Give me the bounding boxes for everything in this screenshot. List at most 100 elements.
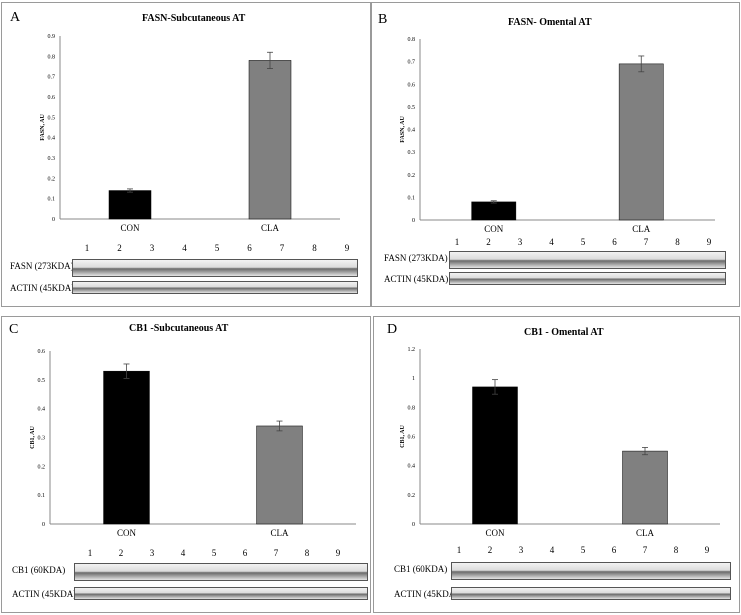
lane-number: 9	[704, 545, 710, 555]
y-axis-label: FASN, AU	[400, 116, 406, 143]
y-tick-label: 0.4	[38, 407, 46, 413]
lane-number: 9	[335, 548, 341, 558]
lane-number: 6	[242, 548, 248, 558]
category-label: CON	[120, 223, 140, 233]
blot-strip	[74, 563, 368, 581]
lane-number: 7	[279, 243, 285, 253]
blot-strip	[451, 587, 731, 600]
lane-number: 1	[84, 243, 90, 253]
y-tick-label: 0.5	[408, 105, 416, 111]
blot-row-label: FASN (273KDA)	[10, 261, 74, 271]
y-tick-label: 0.2	[408, 493, 416, 499]
blot-row-label: ACTIN (45KDA)	[384, 274, 449, 284]
lane-number: 4	[180, 548, 186, 558]
y-tick-label: 0	[52, 217, 55, 223]
lane-number: 8	[304, 548, 310, 558]
bar-chart: CB1, AU 0 0.2 0.4 0.6 0.8 1 1.2 CON CLA	[400, 347, 720, 538]
lane-number: 4	[549, 237, 554, 247]
y-tick-label: 0.8	[408, 37, 416, 43]
bar	[248, 60, 292, 220]
y-axis-label: CB1, AU	[400, 424, 406, 447]
bar	[618, 63, 664, 221]
y-tick-label: 0	[412, 218, 415, 224]
lane-number: 8	[312, 243, 317, 253]
chart-title: FASN-Subcutaneous AT	[142, 13, 246, 24]
blot-row-label: CB1 (60KDA)	[394, 564, 448, 574]
lane-number: 6	[611, 545, 617, 555]
bar-chart: FASN, AU 0 0.1 0.2 0.3 0.4 0.5 0.6 0.7 0.8 CON CLA	[400, 37, 715, 234]
category-label: CON	[117, 528, 137, 538]
panel-label: B	[378, 12, 388, 27]
lane-number: 8	[675, 237, 680, 247]
y-tick-label: 0.7	[408, 60, 416, 66]
lane-number: 1	[454, 237, 460, 247]
lane-number: 9	[706, 237, 712, 247]
lane-number: 5	[580, 237, 586, 247]
y-tick-label: 0.2	[48, 176, 56, 182]
lane-number: 3	[517, 237, 523, 247]
y-tick-label: 0.2	[408, 173, 416, 179]
blot-row-label: CB1 (60KDA)	[12, 565, 66, 575]
y-tick-label: 0.3	[38, 436, 46, 442]
lane-number: 1	[456, 545, 462, 555]
y-tick-label: 0.6	[38, 349, 46, 355]
y-tick-label: 0.3	[408, 150, 416, 156]
blot-strip	[72, 281, 358, 294]
blot-strip	[449, 272, 726, 285]
y-tick-label: 1	[412, 376, 415, 382]
lane-number: 5	[580, 545, 586, 555]
category-label: CON	[485, 528, 505, 538]
y-tick-label: 0.1	[408, 195, 416, 201]
lane-number: 8	[673, 545, 679, 555]
y-tick-label: 0.2	[38, 464, 46, 470]
blot-strip	[449, 251, 726, 269]
y-tick-label: 0.4	[48, 136, 56, 142]
y-tick-label: 0.4	[408, 464, 416, 470]
lane-number: 5	[211, 548, 217, 558]
y-tick-label: 0.8	[408, 405, 416, 411]
bar-chart: FASN, AU 0 0.1 0.2 0.3 0.4 0.5 0.6 0.7 0.8 0.9 CON C…	[40, 34, 340, 233]
blot-strip	[72, 259, 358, 277]
bar	[622, 450, 668, 525]
bar	[472, 386, 518, 525]
y-tick-label: 0.7	[48, 75, 56, 81]
y-tick-label: 0.1	[48, 197, 56, 203]
y-tick-label: 0	[42, 522, 45, 528]
blot-row-label: ACTIN (45KDA)	[394, 589, 459, 599]
y-tick-label: 0.3	[48, 156, 56, 162]
bar	[103, 370, 150, 525]
lane-number: 4	[549, 545, 555, 555]
panel-b: B FASN- Omental AT FASN, AU 0 0.1 0.2 0.3 0.4…	[371, 2, 740, 307]
y-tick-label: 0	[412, 522, 415, 528]
lane-number: 2	[118, 548, 124, 558]
category-label: CLA	[632, 224, 651, 234]
lane-number: 5	[214, 243, 220, 253]
lane-number: 7	[273, 548, 279, 558]
blot-row-label: FASN (273KDA)	[384, 253, 448, 263]
y-tick-label: 0.9	[48, 34, 56, 40]
bar-chart: CB1, AU 0 0.1 0.2 0.3 0.4 0.5 0.6 CON CLA	[30, 349, 356, 538]
y-tick-label: 0.4	[408, 128, 416, 134]
chart-title: CB1 -Subcutaneous AT	[129, 323, 229, 334]
category-label: CLA	[636, 528, 655, 538]
blot-row-label: ACTIN (45KDA)	[10, 283, 75, 293]
bar	[471, 201, 517, 221]
blot-strip	[451, 562, 731, 580]
bar	[108, 190, 152, 220]
lane-number: 1	[87, 548, 93, 558]
y-tick-label: 0.6	[408, 435, 416, 441]
blot-strip	[74, 587, 368, 600]
bar	[256, 425, 303, 525]
category-label: CLA	[271, 528, 290, 538]
lane-number: 3	[518, 545, 524, 555]
lane-number: 4	[182, 243, 187, 253]
lane-number: 3	[149, 548, 155, 558]
lane-number: 6	[247, 243, 252, 253]
category-label: CLA	[261, 223, 280, 233]
lane-number: 7	[642, 545, 648, 555]
y-tick-label: 1.2	[408, 347, 416, 353]
y-axis-label: CB1, AU	[30, 425, 36, 448]
lane-number: 2	[487, 545, 493, 555]
chart-title: CB1 - Omental AT	[524, 327, 604, 338]
y-tick-label: 0.5	[38, 378, 46, 384]
